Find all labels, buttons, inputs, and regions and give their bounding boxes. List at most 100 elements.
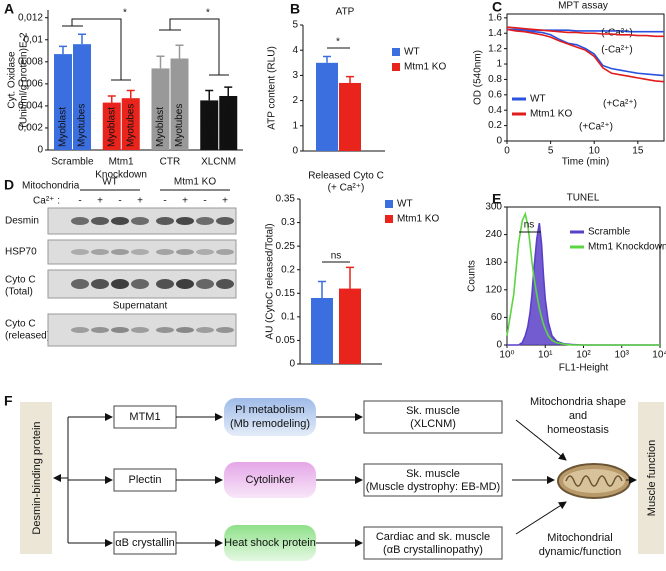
disease-label: Cardiac and sk. muscle	[376, 531, 490, 543]
x-tick-label: 0	[504, 146, 510, 157]
band	[196, 327, 214, 333]
line-label: (+Ca²⁺)	[603, 99, 637, 110]
lane-sign: +	[182, 196, 188, 207]
protein-label: αB crystallin	[115, 537, 175, 549]
legend-label: Mtm1 KO	[404, 62, 446, 73]
lane-sign: +	[222, 196, 228, 207]
data-line	[506, 28, 665, 83]
error-bar	[107, 95, 116, 103]
error-bar	[205, 89, 214, 101]
row-label: (Total)	[5, 287, 33, 298]
function-label: Cytolinker	[246, 474, 295, 486]
y-tick-label: 0.1	[281, 311, 295, 322]
disease-label: (αB crystallinopathy)	[383, 544, 483, 556]
panel-label: C	[492, 0, 502, 15]
significance-bracket	[159, 18, 229, 76]
row-label: HSP70	[5, 247, 37, 258]
y-tick-label: 0,008	[18, 56, 43, 67]
lane-sign: -	[118, 196, 121, 207]
function-box	[224, 398, 316, 436]
error-bar	[346, 75, 354, 83]
lane-sign: -	[163, 196, 166, 207]
x-axis-label: Time (min)	[562, 157, 609, 168]
chart-subtitle: (+ Ca²⁺)	[328, 183, 365, 194]
panel-label: E	[492, 191, 501, 207]
line-label: (-Ca²⁺)	[601, 45, 632, 56]
bar	[311, 298, 333, 364]
y-tick-label: 0.3	[281, 217, 295, 228]
error-bar	[346, 266, 354, 289]
y-axis-label: Counts	[467, 260, 478, 292]
y-tick-label: 0.35	[276, 194, 296, 205]
band	[156, 279, 174, 289]
band	[176, 279, 194, 289]
bar	[54, 54, 72, 151]
bar-label: Myotubes	[77, 104, 88, 147]
row-label: Cyto C	[5, 319, 36, 330]
group-label: Scramble	[51, 157, 94, 168]
outcome-label: dynamic/function	[539, 546, 622, 558]
y-tick-label: 3	[292, 70, 298, 81]
y-tick-label: 2	[292, 95, 298, 106]
bar-label: Myoblast	[58, 107, 69, 147]
band	[131, 249, 149, 255]
y-tick-label: 0.15	[276, 288, 296, 299]
legend-swatch	[392, 63, 400, 71]
data-line	[506, 28, 665, 77]
row-label: (released)	[5, 331, 50, 342]
outcome-label: and	[569, 410, 587, 422]
y-axis-label: AU (CytoC released/Total)	[265, 223, 276, 339]
bar	[151, 68, 170, 150]
y-axis-label: OD (540nm)	[473, 50, 484, 105]
group-label: WT	[102, 177, 118, 188]
x-tick-label: 10⁴	[652, 350, 666, 361]
y-tick-label: 0,01	[24, 34, 44, 45]
band	[131, 279, 149, 289]
y-tick-label: 60	[491, 312, 503, 323]
band	[156, 327, 174, 333]
bar	[316, 62, 338, 151]
band	[111, 217, 129, 225]
legend-label: Mtm1 KO	[530, 109, 572, 120]
y-tick-label: 4	[292, 45, 298, 56]
band	[111, 327, 129, 333]
band	[196, 249, 214, 255]
arrow	[515, 419, 567, 461]
function-label: (Mb remodeling)	[230, 418, 310, 430]
plot-frame	[506, 13, 665, 142]
band	[216, 327, 234, 333]
panel-label: A	[4, 1, 14, 17]
function-box	[224, 462, 316, 498]
bar-label: Myotubes	[174, 104, 185, 147]
protein-label: Plectin	[128, 474, 161, 486]
data-line	[506, 26, 664, 38]
band	[71, 249, 89, 255]
function-box	[224, 525, 316, 561]
band	[196, 279, 214, 289]
bar-label: Myotubes	[125, 104, 136, 147]
significance-label: ns	[524, 220, 535, 231]
y-axis-label: (Unit/ml/g protein)E-2	[19, 32, 30, 127]
function-label: PI metabolism	[235, 404, 305, 416]
band	[216, 249, 234, 255]
x-tick-label: 10⁰	[499, 350, 514, 361]
band	[111, 249, 129, 255]
legend-label: Mtm1 Knockdown	[588, 242, 666, 253]
y-tick-label: 120	[485, 284, 502, 295]
chart-title: MPT assay	[558, 1, 608, 12]
band	[176, 249, 194, 255]
legend-label: WT	[530, 94, 546, 105]
band	[91, 279, 109, 289]
panel-label: B	[290, 1, 300, 17]
band	[216, 279, 234, 289]
chart-title: ATP	[336, 7, 355, 18]
x-tick-label: 5	[548, 146, 554, 157]
disease-label: (Muscle dystrophy: EB-MD)	[366, 481, 500, 493]
line-label: (+Ca²⁺)	[579, 122, 613, 133]
error-bar	[78, 33, 86, 45]
y-tick-label: 0.2	[488, 120, 502, 131]
x-tick-label: 15	[632, 146, 644, 157]
panel-label: F	[4, 393, 13, 409]
